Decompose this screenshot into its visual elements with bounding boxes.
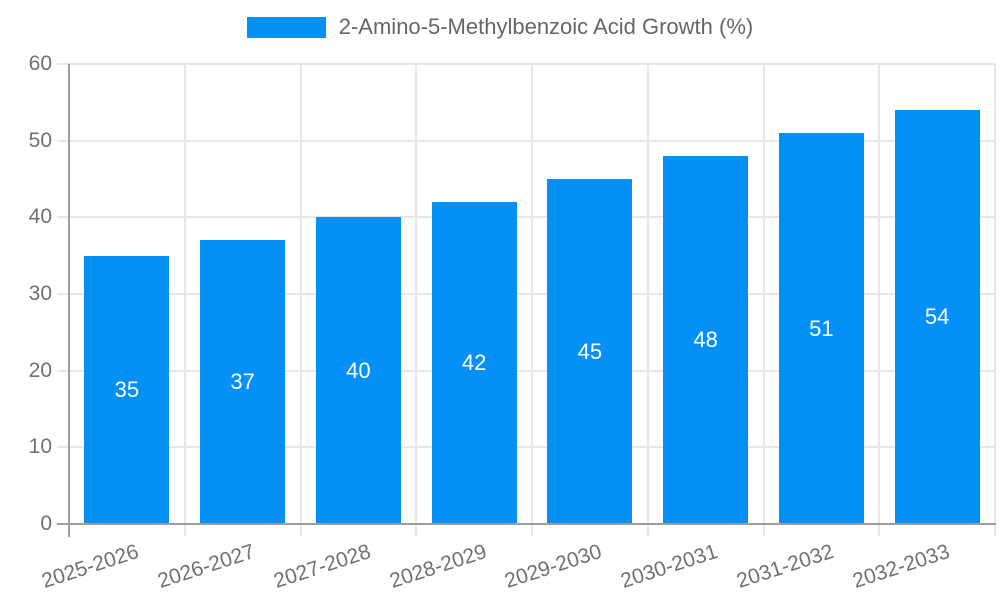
x-axis-tick-label: 2031-2032	[733, 540, 837, 593]
bar-2028-2029[interactable]	[431, 202, 517, 523]
gridline-horizontal	[57, 216, 995, 219]
x-axis-tick-label: 2029-2030	[502, 540, 605, 593]
legend-label: 2-Amino-5-Methylbenzoic Acid Growth (%)	[338, 14, 754, 39]
gridline-vertical	[415, 64, 418, 536]
legend-swatch-icon	[246, 16, 326, 38]
bar-value-label: 40	[346, 357, 371, 383]
y-axis-tick-label: 0	[40, 512, 52, 535]
bar-value-label: 42	[461, 350, 487, 375]
x-axis-tick-label: 2027-2028	[270, 540, 374, 593]
y-axis-tick-label: 20	[28, 358, 52, 382]
bar-2031-2032[interactable]	[778, 133, 864, 523]
bar-2032-2033[interactable]	[894, 110, 980, 523]
x-axis-tick-label: 2026-2027	[155, 540, 258, 593]
x-axis-line	[57, 523, 996, 525]
x-axis-tick-label: 2030-2031	[618, 540, 721, 593]
chart-legend: 2-Amino-5-Methylbenzoic Acid Growth (%)	[0, 14, 1000, 40]
bar-value-label: 51	[809, 315, 834, 341]
bar-value-label: 54	[924, 304, 950, 329]
gridline-vertical	[299, 64, 302, 536]
y-axis-tick-label: 10	[28, 435, 52, 459]
bar-2026-2027[interactable]	[200, 240, 286, 523]
gridline-vertical	[531, 64, 533, 536]
bar-2029-2030[interactable]	[547, 179, 633, 523]
bar-value-label: 35	[114, 376, 140, 402]
bar-2025-2026[interactable]	[84, 255, 170, 523]
x-axis-tick-label: 2028-2029	[386, 540, 490, 593]
bar-2030-2031[interactable]	[663, 156, 749, 523]
gridline-horizontal	[57, 63, 995, 65]
y-axis-tick-label: 50	[28, 128, 52, 152]
y-axis-line	[68, 64, 70, 537]
bar-2027-2028[interactable]	[315, 217, 401, 523]
gridline-vertical	[762, 64, 765, 536]
y-axis-tick-label: 40	[28, 205, 52, 229]
gridline-horizontal	[57, 446, 995, 449]
y-axis-tick-label: 60	[28, 52, 52, 75]
gridline-vertical	[994, 64, 996, 536]
bar-value-label: 37	[230, 369, 255, 395]
gridline-vertical	[878, 64, 881, 536]
gridline-horizontal	[57, 139, 995, 142]
gridline-vertical	[183, 64, 186, 536]
gridline-horizontal	[57, 369, 995, 372]
x-axis-tick-label: 2032-2033	[849, 540, 953, 593]
gridline-horizontal	[57, 293, 995, 295]
bar-value-label: 48	[693, 327, 718, 352]
x-axis-tick-label: 2025-2026	[39, 540, 142, 593]
legend-item-growth[interactable]: 2-Amino-5-Methylbenzoic Acid Growth (%)	[246, 14, 754, 40]
bar-value-label: 45	[577, 338, 603, 364]
gridline-vertical	[646, 64, 649, 536]
y-axis-tick-label: 30	[28, 282, 52, 305]
